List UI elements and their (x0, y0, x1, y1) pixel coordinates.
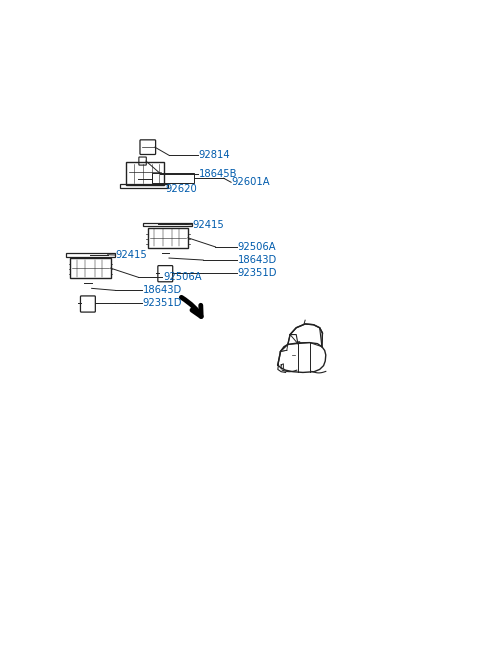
Text: 92620: 92620 (165, 184, 197, 194)
Bar (66, 253, 115, 256)
Bar (126, 162, 164, 185)
Text: 92506A: 92506A (238, 242, 276, 252)
Text: 18643D: 18643D (238, 255, 276, 265)
Bar (148, 228, 188, 248)
Text: 92601A: 92601A (232, 177, 271, 187)
Text: 92351D: 92351D (143, 298, 182, 308)
Text: 18643D: 18643D (143, 285, 182, 295)
Bar (143, 222, 192, 226)
Bar (120, 184, 168, 188)
Text: 92351D: 92351D (238, 268, 277, 278)
Bar (152, 173, 194, 183)
Bar (71, 258, 110, 278)
Text: 92506A: 92506A (163, 272, 202, 282)
Text: 18645B: 18645B (198, 169, 237, 178)
Text: 92814: 92814 (198, 150, 230, 161)
Text: 92415: 92415 (193, 220, 225, 230)
Text: 92415: 92415 (116, 250, 147, 260)
